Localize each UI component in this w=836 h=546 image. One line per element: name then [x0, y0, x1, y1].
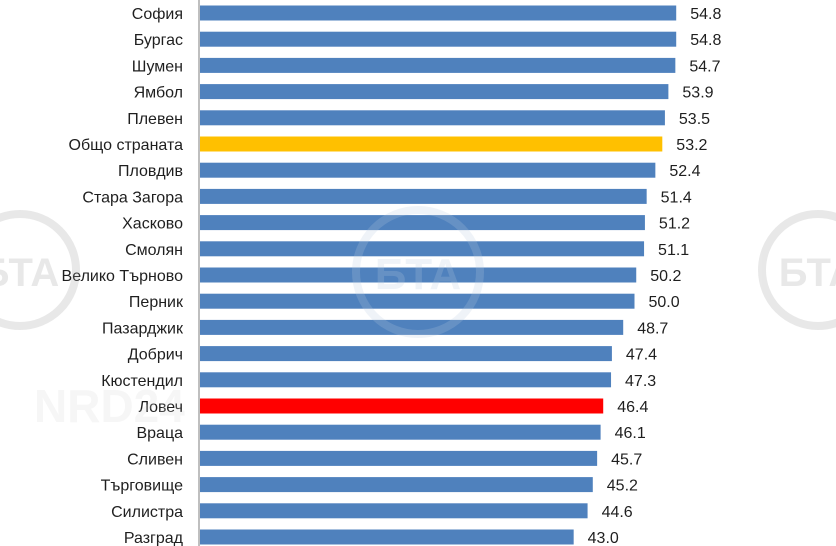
- category-label: Общо страната: [69, 137, 184, 154]
- category-label: София: [132, 6, 183, 23]
- category-label: Плевен: [127, 111, 183, 128]
- value-label: 53.9: [682, 85, 713, 102]
- bar: [200, 84, 669, 100]
- value-label: 44.6: [602, 504, 633, 521]
- value-label: 43.0: [588, 530, 619, 546]
- value-label: 45.7: [611, 451, 642, 468]
- value-label: 50.2: [650, 268, 681, 285]
- value-label: 52.4: [669, 163, 700, 180]
- value-label: 47.4: [626, 347, 657, 364]
- category-label: Добрич: [128, 347, 183, 364]
- category-label: Силистра: [111, 504, 183, 521]
- bar: [200, 110, 665, 126]
- bar: [200, 241, 645, 257]
- bar: [200, 136, 663, 152]
- bta-logo-center-text: БТА: [375, 250, 461, 299]
- bta-logo-left: БТА: [0, 210, 80, 330]
- labels-layer: София 54.8 Бургас 54.8 Шумен 54.7 Ямбол 53.9 Пле…: [62, 6, 722, 546]
- bta-logo-right-text: БТА: [779, 251, 836, 295]
- bar: [200, 398, 604, 414]
- category-label: Велико Търново: [62, 268, 184, 285]
- category-label: Бургас: [134, 32, 183, 49]
- value-label: 54.8: [690, 6, 721, 23]
- category-label: Разград: [124, 530, 184, 546]
- category-label: Хасково: [122, 216, 183, 233]
- watermark-layer: БТА БТА БТА NRD24: [0, 206, 836, 432]
- value-label: 45.2: [607, 478, 638, 495]
- bar: [200, 346, 612, 362]
- bar: [200, 215, 645, 231]
- bta-logo-right: БТА: [758, 210, 836, 330]
- value-label: 46.1: [615, 425, 646, 442]
- value-label: 54.8: [690, 32, 721, 49]
- category-label: Сливен: [127, 451, 183, 468]
- value-label: 46.4: [617, 399, 648, 416]
- category-label: Смолян: [125, 242, 183, 259]
- category-label: Търговище: [101, 478, 183, 495]
- category-label: Ловеч: [139, 399, 183, 416]
- value-label: 47.3: [625, 373, 656, 390]
- value-label: 48.7: [637, 320, 668, 337]
- bar: [200, 5, 677, 21]
- category-label: Перник: [129, 294, 184, 311]
- value-label: 53.2: [676, 137, 707, 154]
- bar: [200, 57, 676, 73]
- category-label: Пловдив: [118, 163, 183, 180]
- bar: [200, 503, 588, 519]
- value-label: 53.5: [679, 111, 710, 128]
- value-label: 51.4: [661, 189, 692, 206]
- nrd24-watermark-text: NRD24: [34, 380, 185, 432]
- bta-logo-center: БТА: [352, 206, 484, 338]
- bar: [200, 319, 624, 335]
- category-label: Враца: [136, 425, 183, 442]
- bar: [200, 293, 635, 309]
- bar: [200, 450, 598, 466]
- bar: [200, 188, 647, 204]
- bar: [200, 529, 574, 545]
- category-label: Пазарджик: [102, 320, 184, 337]
- category-label: Кюстендил: [101, 373, 183, 390]
- category-label: Ямбол: [134, 85, 183, 102]
- category-label: Стара Загора: [82, 189, 183, 206]
- category-label: Шумен: [132, 58, 183, 75]
- bar: [200, 162, 656, 178]
- bar: [200, 267, 637, 283]
- value-label: 50.0: [649, 294, 680, 311]
- value-label: 54.7: [689, 58, 720, 75]
- bta-logo-left-text: БТА: [0, 251, 59, 295]
- value-label: 51.1: [658, 242, 689, 259]
- bar: [200, 372, 612, 388]
- bar: [200, 424, 601, 440]
- bars-layer: [200, 5, 677, 545]
- bar: [200, 477, 593, 493]
- bar: [200, 31, 677, 47]
- value-label: 51.2: [659, 216, 690, 233]
